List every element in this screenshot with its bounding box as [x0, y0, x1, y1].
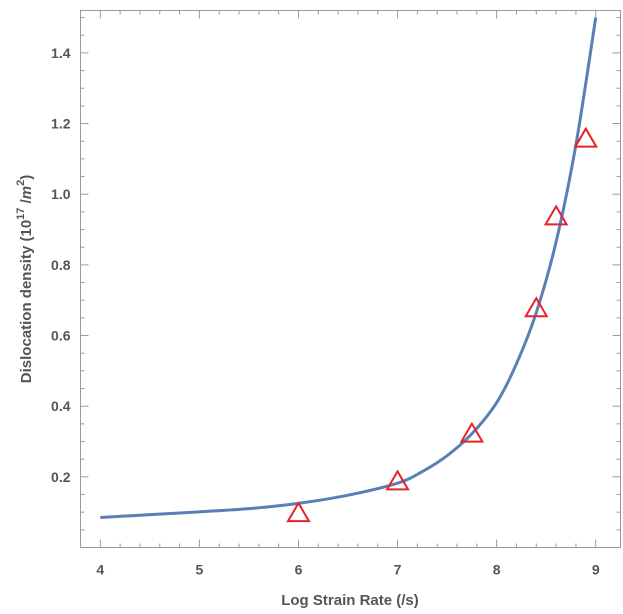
x-tick-label-6: 6 — [295, 562, 303, 578]
y-axis-title-exp1: 17 — [15, 208, 27, 220]
data-point-triangle — [543, 204, 569, 226]
data-point-triangle — [459, 421, 485, 443]
y-tick-label-0.2: 0.2 — [51, 469, 71, 485]
data-point-triangle — [286, 501, 311, 523]
x-axis-title: Log Strain Rate (/s) — [281, 592, 419, 609]
data-point-triangle — [385, 469, 410, 491]
x-tick-label-4: 4 — [96, 562, 104, 578]
x-tick-label-9: 9 — [592, 562, 600, 578]
y-tick-label-1.0: 1.0 — [51, 186, 71, 202]
y-tick-label-1.4: 1.4 — [51, 45, 71, 61]
series-layer — [100, 17, 599, 523]
data-point-triangle — [524, 296, 549, 318]
y-axis-title-suffix: ) — [18, 175, 35, 180]
y-axis-title: Dislocation density (1017 /m2) — [15, 175, 35, 383]
fit-curve — [100, 17, 598, 519]
plot-frame — [80, 10, 621, 548]
x-axis-ticks: 4 5 6 7 8 9 — [96, 10, 600, 578]
data-point-triangle — [573, 126, 599, 148]
y-tick-label-1.2: 1.2 — [51, 116, 71, 132]
y-axis-title-prefix: Dislocation density (10 — [18, 220, 35, 383]
y-tick-label-0.6: 0.6 — [51, 328, 71, 344]
y-tick-label-0.4: 0.4 — [51, 398, 71, 414]
y-tick-label-0.8: 0.8 — [51, 257, 71, 273]
x-tick-label-5: 5 — [196, 562, 204, 578]
y-axis-ticks: 0.2 0.4 0.6 0.8 1.0 1.2 1.4 — [51, 17, 621, 531]
x-tick-label-7: 7 — [394, 562, 402, 578]
y-axis-title-unit: m — [18, 186, 35, 199]
y-axis-title-exp2: 2 — [15, 180, 27, 186]
y-axis-title-mid: / — [18, 198, 35, 207]
x-tick-label-8: 8 — [493, 562, 501, 578]
